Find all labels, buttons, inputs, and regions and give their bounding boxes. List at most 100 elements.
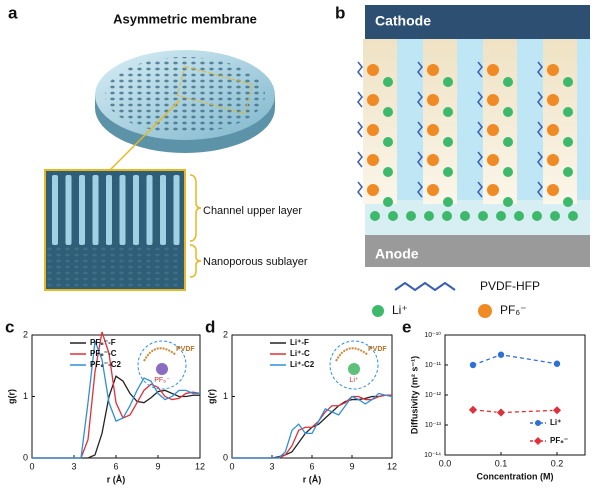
pf6-ion [487,184,499,196]
plot-frame [231,334,393,459]
inset-label: PVDF [176,346,195,353]
y-tick-label: 10⁻¹³ [425,422,442,429]
polymer [537,91,543,108]
li-ion [503,137,513,147]
polymer [537,61,543,78]
polymer [417,181,423,198]
channel [65,175,72,245]
pore-column [543,39,577,204]
point [496,407,506,418]
li-ion [503,107,513,117]
electrode-label: Anode [375,246,419,262]
y-tick-label: 1 [223,391,228,401]
li-ion [383,137,393,147]
legend-label: Li⁺-C [290,349,310,358]
li-ion [443,137,453,147]
pf6-ion [427,94,439,106]
channel [92,175,99,245]
pf6-ion [367,124,379,136]
polymer [417,121,423,138]
channel [160,175,166,245]
panel-label: a [8,3,18,22]
series-line [472,354,558,366]
pf6-ion [547,124,559,136]
pf6-ion [367,154,379,166]
polymer [477,121,483,138]
x-tick-label: 0.1 [495,458,508,468]
point [553,359,561,368]
inset-label: PVDF [368,346,387,353]
legend-marker [535,420,541,426]
li-ion [370,211,380,221]
polymer [477,61,483,78]
panel-label: c [5,317,14,336]
pf6-ion [547,184,559,196]
y-axis-title: g(r) [6,389,16,404]
polymer [417,91,423,108]
x-tick-label: 6 [113,461,118,471]
inset-circle [137,340,187,390]
pf6-ion [427,184,439,196]
pore-column [423,39,457,204]
panel-label: b [335,3,345,22]
y-tick-label: 2 [223,329,228,339]
legend-label: Li⁺-C2 [290,360,315,369]
y-tick-label: 2 [23,329,28,339]
legend-label: PF₆⁻-F [90,338,116,347]
x-tick-label: 0.0 [439,458,452,468]
polymer [477,181,483,198]
li-ion [563,137,573,147]
channel [146,175,153,245]
y-tick-label: 1 [23,391,28,401]
y-axis-title: g(r) [206,389,216,404]
li-ion [383,77,393,87]
channel [119,175,126,245]
li-ion [503,197,513,207]
inset-label: Li⁺ [349,377,358,384]
membrane-disk [95,50,275,153]
pf6-ion [547,64,559,76]
layer-label: Nanoporous sublayer [203,256,308,268]
zoom-line [109,99,181,171]
li-ion [563,197,573,207]
pf6-ion [427,64,439,76]
legend-text: Li⁺ [392,303,408,317]
pf6-ion [487,154,499,166]
bracket [189,174,202,242]
layer-label: Channel upper layer [203,205,302,217]
li-ion [443,197,453,207]
li-ion [478,211,488,221]
point [468,404,478,415]
li-ion [424,211,434,221]
li-ion [563,77,573,87]
x-tick-label: 12 [387,461,397,471]
polymer [477,91,483,108]
x-tick-label: 6 [309,461,314,471]
legend-text: PF₆⁻ [500,303,527,317]
x-tick-label: 3 [269,461,274,471]
electrode-label: Cathode [375,13,431,29]
pf6-ion [367,64,379,76]
pf6-ion [547,94,559,106]
li-ion [383,167,393,177]
channel [79,175,85,245]
li-ion [532,211,542,221]
series-line [32,375,200,459]
li-ion [514,211,524,221]
inset-polymer [335,347,369,362]
legend-label: PF₆⁻-C [90,349,117,358]
channel [173,175,180,245]
pf6-ion [427,154,439,166]
x-axis-title: r (Å) [107,474,126,484]
legend-marker [534,437,542,445]
li-ion [443,167,453,177]
pf6-ion [487,64,499,76]
li-ion [503,167,513,177]
inset-polymer [143,347,177,362]
polymer [417,61,423,78]
li-ion [563,107,573,117]
battery-schematic [357,5,590,267]
pf6-ion [487,94,499,106]
panel-title: Asymmetric membrane [113,11,257,26]
